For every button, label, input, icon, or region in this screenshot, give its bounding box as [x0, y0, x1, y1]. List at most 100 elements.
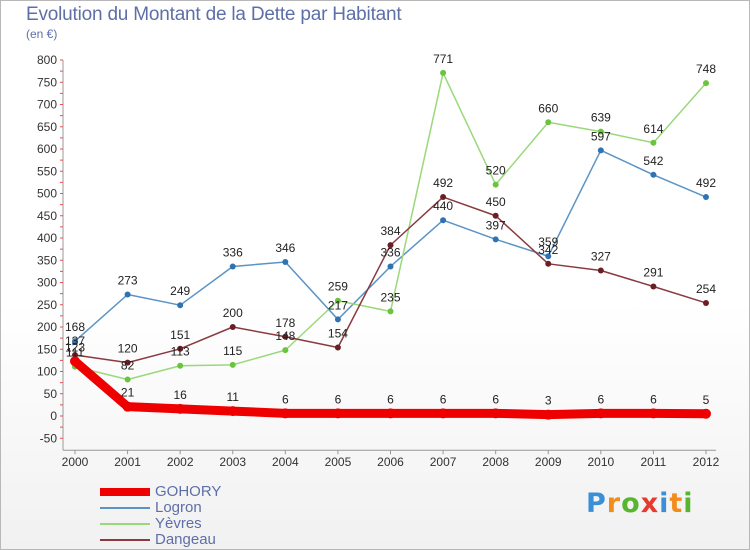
- data-label-yvres: 520: [486, 164, 506, 178]
- data-label-logron: 359: [538, 235, 558, 249]
- data-point-dangeau: [229, 324, 236, 330]
- y-tick-label: 550: [37, 164, 57, 178]
- legend-swatch-logron: [100, 507, 150, 509]
- data-label-logron: 346: [275, 241, 295, 255]
- data-label-gohory: 6: [597, 392, 604, 406]
- legend-swatch-dangeau: [100, 539, 150, 541]
- data-label-dangeau: 178: [275, 316, 295, 330]
- data-point-logron: [229, 263, 236, 270]
- x-tick-label: 2006: [377, 455, 404, 469]
- data-label-gohory: 6: [440, 392, 447, 406]
- data-point-yvres: [545, 119, 552, 126]
- data-point-yvres: [387, 308, 394, 315]
- data-label-dangeau: 151: [170, 328, 190, 342]
- data-point-gohory: [227, 406, 238, 417]
- chart-subtitle: (en €): [26, 27, 58, 41]
- data-point-gohory: [332, 408, 343, 419]
- data-label-dangeau: 137: [65, 334, 85, 348]
- y-tick-label: 800: [37, 53, 57, 67]
- data-label-gohory: 6: [387, 392, 394, 406]
- data-label-yvres: 111: [66, 346, 85, 360]
- data-label-yvres: 259: [328, 280, 348, 294]
- data-point-gohory: [385, 408, 396, 419]
- data-point-yvres: [492, 181, 499, 188]
- data-label-logron: 542: [643, 154, 663, 168]
- data-label-logron: 336: [380, 245, 400, 259]
- data-label-yvres: 235: [380, 290, 400, 304]
- data-label-yvres: 113: [171, 345, 190, 359]
- data-point-yvres: [282, 347, 289, 354]
- data-point-gohory: [648, 408, 659, 419]
- y-tick-label: 600: [37, 142, 57, 156]
- logo-letter: i: [659, 488, 670, 519]
- data-point-gohory: [280, 408, 291, 419]
- data-point-yvres: [597, 128, 604, 135]
- data-point-logron: [387, 263, 394, 270]
- data-label-yvres: 614: [643, 122, 663, 136]
- data-label-yvres: 639: [591, 111, 611, 125]
- data-label-logron: 336: [223, 245, 243, 259]
- y-tick-label: 300: [37, 276, 57, 290]
- data-label-gohory: 21: [121, 386, 135, 400]
- y-tick-label: 0: [50, 409, 57, 423]
- data-label-logron: 249: [170, 284, 190, 298]
- data-label-gohory: 6: [282, 392, 289, 406]
- y-tick-label: 150: [37, 342, 57, 356]
- legend-swatch-yvres: [100, 523, 150, 525]
- data-point-gohory: [70, 356, 80, 367]
- data-point-gohory: [490, 408, 501, 419]
- data-point-yvres: [124, 376, 131, 383]
- data-label-gohory: 5: [703, 393, 710, 407]
- logo-letter: t: [669, 488, 684, 519]
- data-label-dangeau: 200: [223, 306, 243, 320]
- x-tick-label: 2000: [62, 455, 89, 469]
- data-label-dangeau: 327: [591, 249, 611, 263]
- data-label-dangeau: 291: [643, 266, 663, 280]
- x-tick-label: 2005: [325, 455, 352, 469]
- x-tick-label: 2011: [641, 455, 667, 469]
- data-point-dangeau: [492, 212, 499, 219]
- y-tick-label: 750: [37, 75, 57, 89]
- data-point-gohory: [122, 401, 133, 412]
- data-point-gohory: [438, 408, 449, 419]
- data-label-dangeau: 120: [118, 342, 138, 356]
- data-label-gohory: 11: [227, 390, 240, 404]
- y-tick-label: 100: [37, 365, 57, 379]
- y-tick-label: 400: [37, 231, 57, 245]
- data-point-gohory: [543, 409, 554, 420]
- data-point-dangeau: [703, 299, 709, 306]
- data-label-yvres: 748: [696, 62, 716, 76]
- legend-swatch-gohory: [100, 488, 150, 496]
- data-label-dangeau: 342: [538, 243, 558, 257]
- data-label-yvres: 771: [433, 52, 453, 66]
- logo-letter: P: [586, 488, 607, 519]
- legend-label-dangeau: Dangeau: [155, 531, 216, 548]
- y-tick-label: 700: [37, 98, 57, 112]
- data-label-logron: 597: [591, 129, 611, 143]
- data-point-dangeau: [440, 194, 447, 201]
- data-label-dangeau: 154: [328, 326, 348, 340]
- data-label-yvres: 660: [538, 101, 558, 115]
- data-point-gohory: [175, 403, 186, 414]
- x-tick-label: 2012: [693, 455, 720, 469]
- data-label-logron: 492: [696, 176, 716, 190]
- data-label-dangeau: 492: [433, 176, 453, 190]
- logo-letter: x: [640, 488, 660, 519]
- legend-label-gohory: GOHORY: [155, 483, 222, 500]
- data-point-dangeau: [282, 333, 289, 340]
- logo-letter: r: [606, 488, 622, 519]
- data-point-logron: [650, 171, 657, 178]
- data-point-logron: [334, 316, 341, 323]
- data-point-logron: [124, 291, 131, 298]
- data-point-gohory: [701, 408, 711, 419]
- data-point-gohory: [595, 408, 606, 419]
- data-point-yvres: [334, 297, 341, 304]
- data-label-logron: 440: [433, 199, 453, 213]
- data-label-gohory: 123: [65, 340, 85, 354]
- data-label-dangeau: 450: [486, 195, 506, 209]
- data-label-dangeau: 254: [696, 282, 716, 296]
- data-point-dangeau: [177, 345, 184, 352]
- data-label-gohory: 16: [173, 388, 187, 402]
- x-tick-label: 2001: [114, 455, 141, 469]
- x-tick-label: 2003: [219, 455, 246, 469]
